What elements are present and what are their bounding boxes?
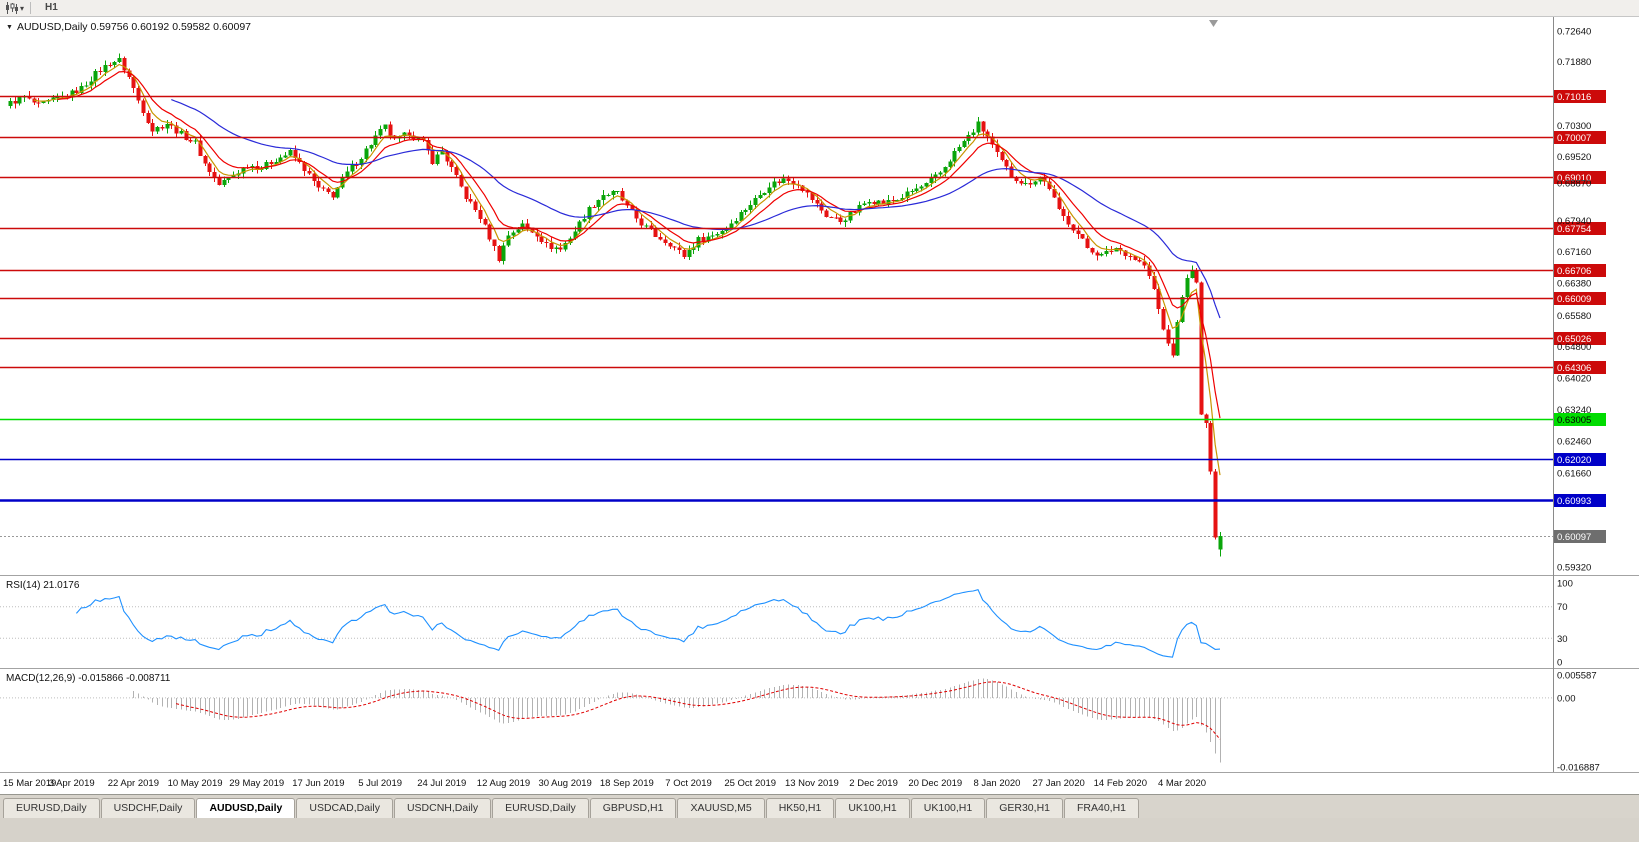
rsi-scale-label: 0 [1557,658,1562,669]
macd-histogram [133,678,1221,763]
chart-tab-eurusd-daily[interactable]: EURUSD,Daily [492,798,589,818]
chart-title: ▼ AUDUSD,Daily 0.59756 0.60192 0.59582 0… [6,21,251,33]
moving-average-34 [171,99,1221,319]
date-label: 12 Aug 2019 [477,778,530,789]
svg-text:0.59320: 0.59320 [1557,563,1591,574]
svg-text:0.64020: 0.64020 [1557,374,1591,385]
date-label: 8 Jan 2020 [973,778,1020,789]
date-label: 17 Jun 2019 [292,778,344,789]
svg-text:0.68870: 0.68870 [1557,178,1591,189]
date-label: 14 Feb 2020 [1094,778,1147,789]
chart-type-dropdown-caret-icon[interactable]: ▾ [20,3,25,13]
svg-text:0.64306: 0.64306 [1557,363,1591,374]
price-chart-canvas[interactable]: 0.71016 0.70007 0.69010 0.67754 0.66706 0.660… [0,17,1639,794]
chart-tab-usdchf-daily[interactable]: USDCHF,Daily [100,798,196,818]
svg-text:0.60993: 0.60993 [1557,496,1591,507]
date-label: 5 Jul 2019 [358,778,402,789]
svg-text:0.63005: 0.63005 [1557,415,1591,426]
macd-panel [0,678,1553,763]
chart-tab-uk100-h1[interactable]: UK100,H1 [910,798,986,818]
chart-tab-hk50-h1[interactable]: HK50,H1 [765,798,835,818]
svg-text:0.65026: 0.65026 [1557,334,1591,345]
candlestick-glyph [5,2,18,14]
chart-title-text: AUDUSD,Daily 0.59756 0.60192 0.59582 0.6… [16,21,252,33]
date-label: 10 May 2019 [168,778,223,789]
svg-text:0.62460: 0.62460 [1557,436,1591,447]
chart-tab-usdcnh-daily[interactable]: USDCNH,Daily [393,798,492,818]
svg-text:0.67160: 0.67160 [1557,247,1591,258]
date-label: 27 Jan 2020 [1032,778,1084,789]
price-scale[interactable]: 0.72640 0.71880 0.70300 0.69520 0.68870 0.679… [1554,27,1606,574]
toolbar-separator [30,2,32,14]
moving-average-10 [57,70,1221,419]
date-label: 15 Mar 2019 [3,778,56,789]
symbol-dropdown-icon[interactable]: ▼ [6,23,13,31]
svg-text:0.66706: 0.66706 [1557,266,1591,277]
svg-text:0.66009: 0.66009 [1557,294,1591,305]
candlestick-series [8,53,1223,557]
chart-tab-fra40-h1[interactable]: FRA40,H1 [1064,798,1140,818]
svg-text:0.70300: 0.70300 [1557,121,1591,132]
date-label: 3 Apr 2019 [49,778,95,789]
chart-area: 0.71016 0.70007 0.69010 0.67754 0.66706 0.660… [0,17,1639,794]
chart-tab-usdcad-daily[interactable]: USDCAD,Daily [296,798,393,818]
svg-text:0.69520: 0.69520 [1557,152,1591,163]
macd-signal-line [175,681,1221,740]
svg-text:0.66380: 0.66380 [1557,279,1591,290]
date-label: 30 Aug 2019 [538,778,591,789]
date-label: 20 Dec 2019 [908,778,962,789]
timeframe-h1-button[interactable]: H1 [45,2,58,13]
date-label: 24 Jul 2019 [417,778,466,789]
chart-tab-gbpusd-h1[interactable]: GBPUSD,H1 [589,798,677,818]
chart-shift-marker-icon[interactable] [1209,20,1218,27]
svg-text:0.65580: 0.65580 [1557,311,1591,322]
rsi-panel [0,589,1553,658]
svg-text:0.72640: 0.72640 [1557,27,1591,38]
macd-indicator-label: MACD(12,26,9) -0.015866 -0.008711 [6,673,171,684]
macd-scale-label: 0.005587 [1557,671,1597,682]
rsi-scale-label: 100 [1557,579,1573,590]
rsi-scale-label: 70 [1557,602,1568,613]
date-label: 29 May 2019 [229,778,284,789]
moving-average-5 [33,63,1221,476]
current-price-label [1554,530,1606,543]
chart-tab-xauusd-m5[interactable]: XAUUSD,M5 [677,798,765,818]
svg-text:0.64800: 0.64800 [1557,342,1591,353]
svg-text:0.70007: 0.70007 [1557,133,1591,144]
chart-tab-bar: EURUSD,Daily USDCHF,Daily AUDUSD,Daily USDC… [0,794,1639,818]
date-label: 13 Nov 2019 [785,778,839,789]
date-label: 25 Oct 2019 [724,778,776,789]
chart-tab-ger30-h1[interactable]: GER30,H1 [986,798,1063,818]
svg-text:0.61660: 0.61660 [1557,469,1591,480]
chart-type-icon[interactable] [4,2,18,14]
svg-text:0.67940: 0.67940 [1557,216,1591,227]
date-label: 22 Apr 2019 [108,778,159,789]
svg-text:0.62020: 0.62020 [1557,455,1591,466]
date-label: 2 Dec 2019 [849,778,898,789]
rsi-scale-label: 30 [1557,634,1568,645]
svg-text:0.63240: 0.63240 [1557,405,1591,416]
date-label: 7 Oct 2019 [665,778,711,789]
rsi-line [75,589,1221,658]
svg-text:0.60097: 0.60097 [1557,532,1591,543]
macd-scale-label: -0.016887 [1557,763,1600,774]
timeframe-toolbar: ▾ M1M5M15M30H1H4D1W1MN [0,0,1639,77]
chart-tab-audusd-daily[interactable]: AUDUSD,Daily [196,798,296,818]
date-label: 18 Sep 2019 [600,778,654,789]
svg-text:0.69010: 0.69010 [1557,173,1591,184]
chart-tab-uk100-h1[interactable]: UK100,H1 [835,798,910,818]
macd-scale-label: 0.00 [1557,693,1576,704]
support-resistance-lines[interactable]: 0.71016 0.70007 0.69010 0.67754 0.66706 0.660… [0,90,1606,507]
svg-text:0.71016: 0.71016 [1557,92,1591,103]
date-label: 4 Mar 2020 [1158,778,1206,789]
chart-tab-eurusd-daily[interactable]: EURUSD,Daily [3,798,100,818]
status-strip [0,818,1639,842]
rsi-indicator-label: RSI(14) 21.0176 [6,580,80,591]
svg-text:0.67754: 0.67754 [1557,224,1591,235]
svg-text:0.71880: 0.71880 [1557,57,1591,68]
